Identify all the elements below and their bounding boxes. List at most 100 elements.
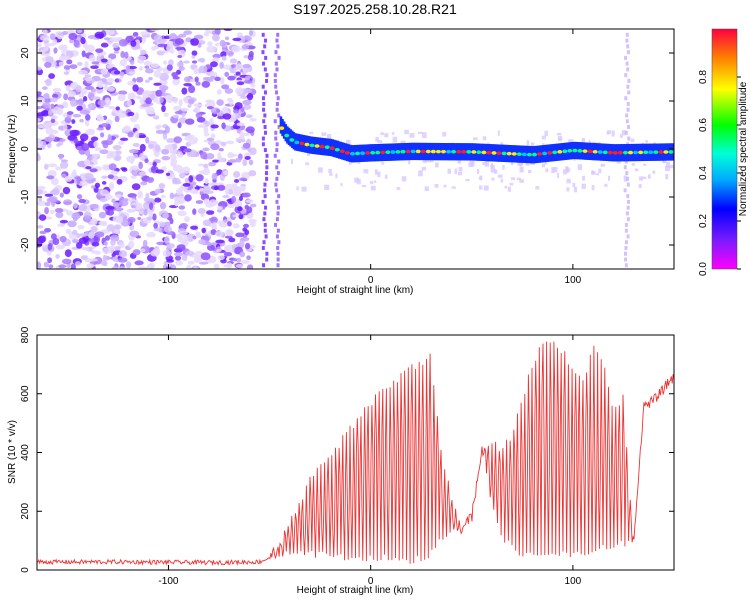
heatmap-band-cell — [277, 125, 281, 129]
heatmap-cell — [72, 229, 78, 235]
colorbar-tick-label: 0.0 — [698, 262, 709, 276]
snr-y-tick-label: 0 — [20, 567, 31, 573]
heatmap-cell — [145, 136, 150, 144]
heatmap-cell — [66, 59, 73, 65]
heatmap-cell — [111, 266, 118, 269]
heatmap-cell — [233, 170, 241, 178]
heatmap-cell — [188, 139, 198, 145]
heatmap-cell — [307, 153, 311, 157]
heatmap-cell — [598, 168, 602, 174]
heatmap-cell — [206, 242, 212, 247]
heatmap-cell — [216, 89, 222, 95]
heatmap-ridge-peak — [612, 151, 618, 155]
heatmap-cell — [138, 161, 143, 170]
heatmap-x-tick-label: 100 — [565, 275, 582, 286]
heatmap-cell — [291, 158, 294, 165]
heatmap-cell — [91, 177, 96, 182]
heatmap-cell — [566, 178, 571, 184]
heatmap-cell — [212, 221, 217, 229]
heatmap-cell — [226, 97, 233, 102]
heatmap-cell — [233, 179, 240, 183]
heatmap-cell — [37, 140, 43, 147]
heatmap-ridge-peak — [365, 151, 371, 155]
heatmap-cell — [222, 194, 230, 199]
heatmap-band-cell — [275, 199, 279, 204]
heatmap-cell — [78, 233, 88, 238]
heatmap-cell — [55, 166, 63, 171]
heatmap-cell — [616, 159, 621, 164]
heatmap-cell — [240, 171, 251, 180]
heatmap-ridge-peak — [410, 149, 416, 154]
heatmap-cell — [242, 63, 252, 69]
heatmap-cell — [193, 103, 202, 107]
heatmap-cell — [203, 132, 210, 137]
heatmap-cell — [138, 66, 144, 71]
heatmap-cell — [175, 46, 185, 51]
heatmap-cell — [70, 82, 77, 88]
heatmap-cell — [65, 210, 73, 216]
heatmap-cell — [155, 169, 165, 174]
heatmap-cell — [568, 139, 574, 144]
heatmap-cell — [190, 225, 199, 230]
heatmap-band-cell — [275, 165, 279, 170]
heatmap-cell — [182, 182, 191, 187]
heatmap-cell — [146, 216, 153, 221]
heatmap-cell — [128, 71, 136, 75]
heatmap-band-cell — [277, 240, 281, 245]
heatmap-cell — [164, 94, 174, 101]
heatmap-cell — [203, 126, 209, 134]
heatmap-cell — [161, 80, 168, 85]
heatmap-cell — [573, 186, 578, 193]
heatmap-cell — [187, 104, 192, 108]
heatmap-cell — [159, 201, 167, 210]
heatmap-cell — [89, 218, 98, 226]
heatmap-ridge-peak — [511, 152, 517, 156]
heatmap-cell — [179, 230, 188, 236]
heatmap-cell — [166, 138, 176, 144]
heatmap-band-cell — [627, 90, 631, 95]
heatmap-band-cell — [625, 113, 629, 118]
heatmap-cell — [192, 190, 199, 195]
heatmap-cell — [363, 169, 369, 174]
heatmap-cell — [418, 170, 423, 177]
heatmap-ridge-peak — [552, 150, 558, 155]
heatmap-cell — [491, 177, 495, 181]
heatmap-cell — [641, 176, 647, 180]
heatmap-cell — [160, 194, 166, 199]
heatmap-cell — [48, 73, 56, 79]
heatmap-cell — [60, 55, 71, 61]
heatmap-cell — [84, 74, 92, 78]
heatmap-y-tick-label: 20 — [20, 47, 31, 59]
heatmap-cell — [65, 84, 71, 92]
heatmap-ridge-peak — [284, 133, 290, 138]
heatmap-band-cell — [626, 101, 630, 106]
heatmap-cell — [181, 107, 189, 112]
heatmap-band-cell — [626, 194, 630, 199]
heatmap-ridge-peak — [435, 149, 441, 154]
heatmap-cell — [219, 76, 225, 85]
heatmap-cell — [577, 164, 583, 171]
heatmap-cell — [62, 30, 68, 35]
heatmap-cell — [198, 239, 206, 245]
heatmap-cell — [581, 183, 586, 189]
heatmap-cell — [99, 189, 110, 197]
heatmap-cell — [162, 60, 168, 65]
heatmap-cell — [131, 165, 139, 171]
colorbar-gradient — [712, 29, 737, 269]
heatmap-cell — [224, 245, 229, 252]
heatmap-cell — [408, 160, 411, 165]
heatmap-cell — [146, 263, 154, 269]
heatmap-cell — [611, 130, 615, 137]
heatmap-cell — [179, 172, 186, 179]
heatmap-ridge-peak — [481, 150, 487, 155]
heatmap-cell — [97, 99, 107, 106]
heatmap-cell — [161, 155, 171, 161]
heatmap-cell — [510, 177, 515, 180]
heatmap-cell — [42, 86, 48, 90]
heatmap-cell — [137, 266, 148, 269]
heatmap-cell — [476, 169, 480, 175]
heatmap-cell — [384, 174, 388, 179]
heatmap-cell — [588, 140, 591, 145]
heatmap-band-cell — [276, 257, 280, 262]
heatmap-cell — [63, 199, 73, 206]
